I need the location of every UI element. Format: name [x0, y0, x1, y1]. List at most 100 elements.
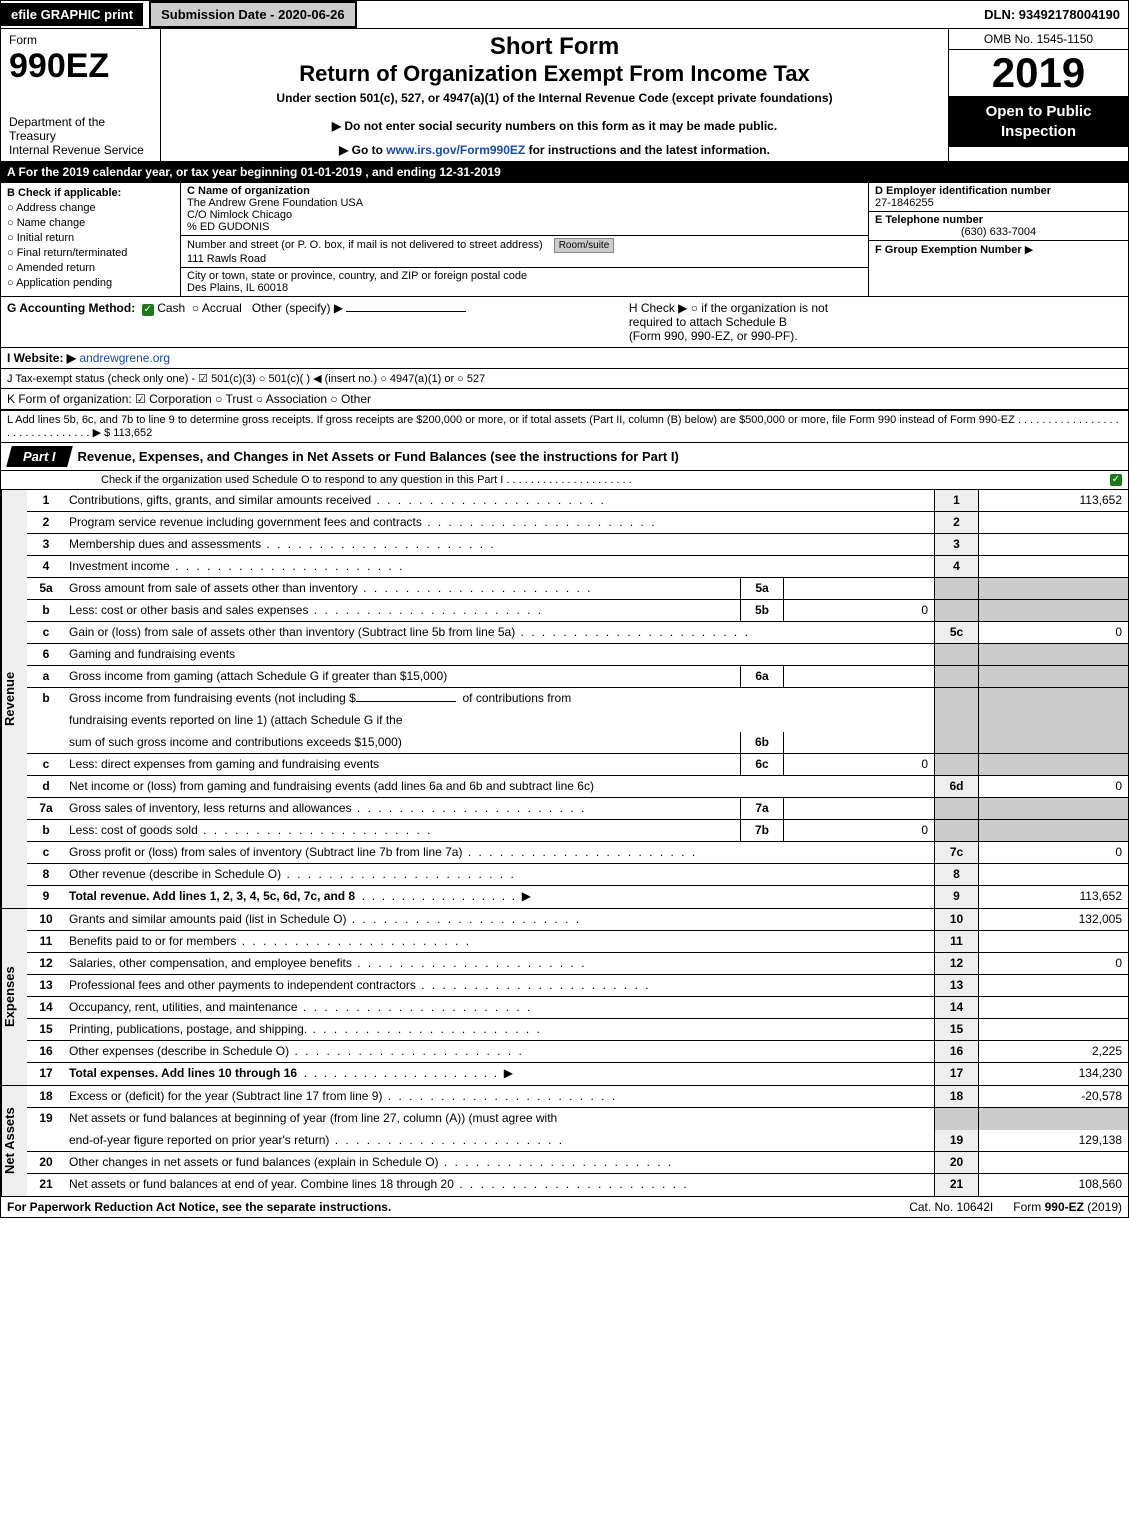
line-5c: cGain or (loss) from sale of assets othe… — [27, 622, 1128, 644]
line-2: 2Program service revenue including gover… — [27, 512, 1128, 534]
h-text3: (Form 990, 990-EZ, or 990-PF). — [629, 329, 1122, 343]
city-value: Des Plains, IL 60018 — [187, 282, 288, 294]
group-exemption-cell: F Group Exemption Number ▶ — [869, 241, 1128, 296]
goto-post: for instructions and the latest informat… — [529, 143, 770, 157]
org-name-2: C/O Nimlock Chicago — [187, 209, 292, 221]
line-18: 18Excess or (deficit) for the year (Subt… — [27, 1086, 1128, 1108]
goto-line: ▶ Go to www.irs.gov/Form990EZ for instru… — [165, 143, 944, 157]
check-address-change[interactable]: Address change — [7, 202, 174, 214]
header-right: OMB No. 1545-1150 2019 Open to Public In… — [948, 29, 1128, 161]
info-block: B Check if applicable: Address change Na… — [0, 183, 1129, 297]
under-section: Under section 501(c), 527, or 4947(a)(1)… — [165, 91, 944, 105]
expenses-table: Expenses 10Grants and similar amounts pa… — [0, 909, 1129, 1086]
line-6: 6Gaming and fundraising events — [27, 644, 1128, 666]
street-cell: Number and street (or P. O. box, if mail… — [181, 236, 868, 268]
line-7c: cGross profit or (loss) from sales of in… — [27, 842, 1128, 864]
do-not-enter: ▶ Do not enter social security numbers o… — [165, 119, 944, 133]
section-b-header: B Check if applicable: — [7, 187, 174, 199]
org-name-3: % ED GUDONIS — [187, 221, 270, 233]
phone-value: (630) 633-7004 — [875, 226, 1122, 238]
schedule-o-check-icon: ✓ — [1110, 474, 1122, 486]
line-19a: 19Net assets or fund balances at beginni… — [27, 1108, 1128, 1130]
footer-mid: Cat. No. 10642I — [889, 1200, 1013, 1214]
tax-year: 2019 — [949, 50, 1128, 96]
line-20: 20Other changes in net assets or fund ba… — [27, 1152, 1128, 1174]
line-6b-3: sum of such gross income and contributio… — [27, 732, 1128, 754]
other-label: Other (specify) ▶ — [252, 301, 343, 315]
dept-treasury: Department of the Treasury — [9, 115, 152, 143]
line-14: 14Occupancy, rent, utilities, and mainte… — [27, 997, 1128, 1019]
e-label: E Telephone number — [875, 214, 983, 226]
d-label: D Employer identification number — [875, 185, 1051, 197]
website-link[interactable]: andrewgrene.org — [79, 351, 170, 365]
org-name-1: The Andrew Grene Foundation USA — [187, 197, 363, 209]
header-mid: Short Form Return of Organization Exempt… — [161, 29, 948, 161]
return-title: Return of Organization Exempt From Incom… — [165, 61, 944, 87]
accrual-label: Accrual — [202, 301, 242, 315]
line-6a: aGross income from gaming (attach Schedu… — [27, 666, 1128, 688]
short-form-title: Short Form — [165, 33, 944, 61]
net-assets-side-label: Net Assets — [1, 1086, 27, 1196]
line-7a: 7aGross sales of inventory, less returns… — [27, 798, 1128, 820]
tax-year-row: A For the 2019 calendar year, or tax yea… — [0, 162, 1129, 183]
i-label: I Website: ▶ — [7, 351, 76, 365]
revenue-side-label: Revenue — [1, 490, 27, 908]
section-def: D Employer identification number 27-1846… — [868, 183, 1128, 296]
city-cell: City or town, state or province, country… — [181, 268, 868, 296]
f-label: F Group Exemption Number — [875, 244, 1022, 256]
line-17: 17Total expenses. Add lines 10 through 1… — [27, 1063, 1128, 1085]
line-5b: bLess: cost or other basis and sales exp… — [27, 600, 1128, 622]
room-suite: Room/suite — [554, 238, 615, 253]
check-amended[interactable]: Amended return — [7, 262, 174, 274]
line-3: 3Membership dues and assessments3 — [27, 534, 1128, 556]
h-text1: H Check ▶ ○ if the organization is not — [629, 301, 1122, 315]
footer-right: Form 990-EZ (2019) — [1013, 1200, 1122, 1214]
part1-header: Part I Revenue, Expenses, and Changes in… — [0, 443, 1129, 471]
efile-print-button[interactable]: efile GRAPHIC print — [1, 3, 143, 26]
dln-label: DLN: 93492178004190 — [976, 3, 1128, 26]
line-10: 10Grants and similar amounts paid (list … — [27, 909, 1128, 931]
check-name-change[interactable]: Name change — [7, 217, 174, 229]
h-text2: required to attach Schedule B — [629, 315, 1122, 329]
check-final-return[interactable]: Final return/terminated — [7, 247, 174, 259]
irs-link[interactable]: www.irs.gov/Form990EZ — [386, 143, 525, 157]
line-15: 15Printing, publications, postage, and s… — [27, 1019, 1128, 1041]
line-12: 12Salaries, other compensation, and empl… — [27, 953, 1128, 975]
gh-row: G Accounting Method: ✓ Cash ○ Accrual Ot… — [0, 297, 1129, 348]
dept-irs: Internal Revenue Service — [9, 143, 152, 157]
line-16: 16Other expenses (describe in Schedule O… — [27, 1041, 1128, 1063]
org-name-cell: C Name of organization The Andrew Grene … — [181, 183, 868, 236]
footer-left: For Paperwork Reduction Act Notice, see … — [7, 1200, 889, 1214]
line-13: 13Professional fees and other payments t… — [27, 975, 1128, 997]
goto-pre: ▶ Go to — [339, 143, 386, 157]
ein-cell: D Employer identification number 27-1846… — [869, 183, 1128, 212]
line-21: 21Net assets or fund balances at end of … — [27, 1174, 1128, 1196]
line-6b-1: bGross income from fundraising events (n… — [27, 688, 1128, 710]
form-number: 990EZ — [9, 47, 152, 86]
line-4: 4Investment income4 — [27, 556, 1128, 578]
street-value: 111 Rawls Road — [187, 253, 266, 265]
line-6d: dNet income or (loss) from gaming and fu… — [27, 776, 1128, 798]
open-inspection: Open to Public Inspection — [949, 96, 1128, 147]
l-row: L Add lines 5b, 6c, and 7b to line 9 to … — [0, 411, 1129, 443]
f-arrow: ▶ — [1025, 244, 1033, 256]
city-label: City or town, state or province, country… — [187, 270, 527, 282]
part1-subtitle-row: Check if the organization used Schedule … — [0, 471, 1129, 490]
check-initial-return[interactable]: Initial return — [7, 232, 174, 244]
part1-subtitle: Check if the organization used Schedule … — [101, 474, 1110, 486]
revenue-table: Revenue 1Contributions, gifts, grants, a… — [0, 490, 1129, 909]
check-application-pending[interactable]: Application pending — [7, 277, 174, 289]
k-form-row: K Form of organization: ☑ Corporation ○ … — [0, 389, 1129, 411]
ein-value: 27-1846255 — [875, 197, 934, 209]
omb-number: OMB No. 1545-1150 — [949, 29, 1128, 50]
line-7b: bLess: cost of goods sold7b0 — [27, 820, 1128, 842]
part1-tab: Part I — [6, 446, 72, 467]
line-8: 8Other revenue (describe in Schedule O)8 — [27, 864, 1128, 886]
cash-check-icon: ✓ — [142, 304, 154, 316]
tax-status-row: J Tax-exempt status (check only one) - ☑… — [0, 369, 1129, 389]
header-left: Form 990EZ Department of the Treasury In… — [1, 29, 161, 161]
line-6b-2: fundraising events reported on line 1) (… — [27, 710, 1128, 732]
line-5a: 5aGross amount from sale of assets other… — [27, 578, 1128, 600]
net-assets-table: Net Assets 18Excess or (deficit) for the… — [0, 1086, 1129, 1197]
footer-row: For Paperwork Reduction Act Notice, see … — [0, 1197, 1129, 1218]
